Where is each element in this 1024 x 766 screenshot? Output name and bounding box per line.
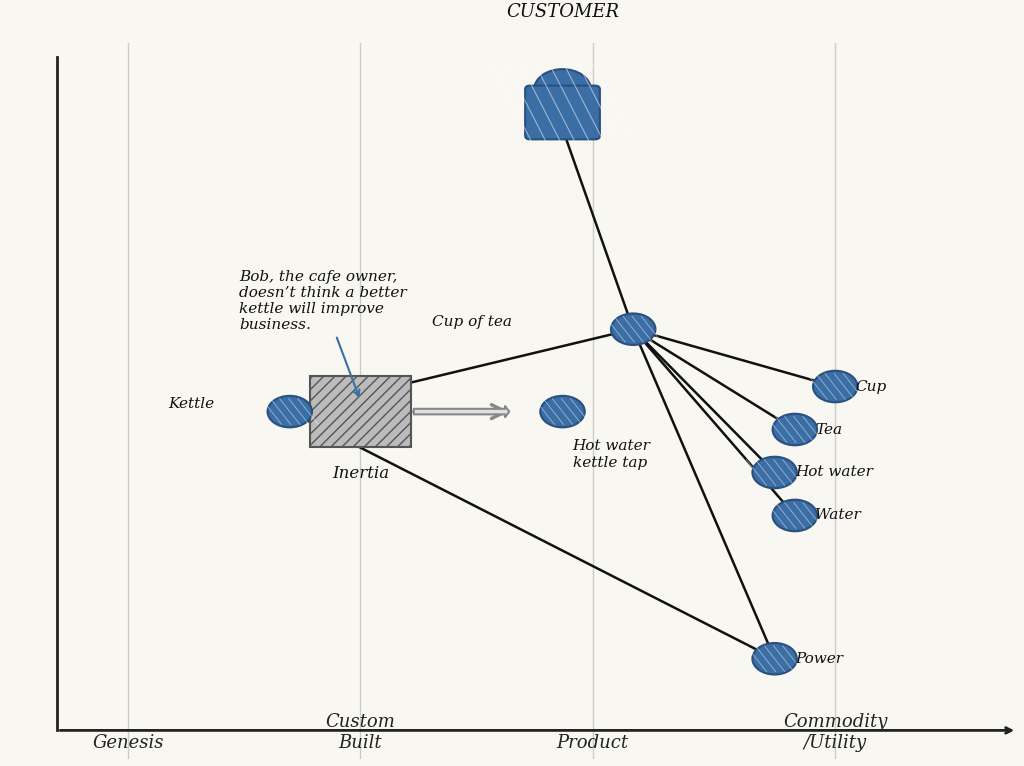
Text: Water: Water (815, 509, 861, 522)
Circle shape (753, 643, 797, 675)
Circle shape (267, 396, 312, 427)
Text: Product: Product (557, 734, 629, 752)
Text: Inertia: Inertia (332, 465, 389, 483)
Circle shape (541, 396, 585, 427)
Text: Bob, the cafe owner,
doesn’t think a better
kettle will improve
business.: Bob, the cafe owner, doesn’t think a bet… (240, 270, 407, 396)
Text: Hot water: Hot water (795, 466, 872, 480)
Circle shape (753, 457, 797, 488)
Text: Tea: Tea (815, 423, 842, 437)
Text: Power: Power (795, 652, 843, 666)
Circle shape (773, 499, 817, 532)
Circle shape (813, 371, 857, 402)
Circle shape (535, 69, 591, 110)
FancyBboxPatch shape (310, 376, 411, 447)
Text: Hot water
kettle tap: Hot water kettle tap (572, 440, 650, 470)
Text: Commodity
/Utility: Commodity /Utility (783, 713, 888, 752)
Text: Custom
Built: Custom Built (326, 713, 395, 752)
FancyBboxPatch shape (525, 86, 600, 139)
Text: Kettle: Kettle (168, 398, 214, 411)
Text: Cup: Cup (855, 379, 887, 394)
Text: CUSTOMER: CUSTOMER (506, 3, 618, 21)
Text: Genesis: Genesis (92, 734, 164, 752)
Text: Cup of tea: Cup of tea (432, 315, 512, 329)
Circle shape (773, 414, 817, 445)
Circle shape (611, 313, 655, 345)
